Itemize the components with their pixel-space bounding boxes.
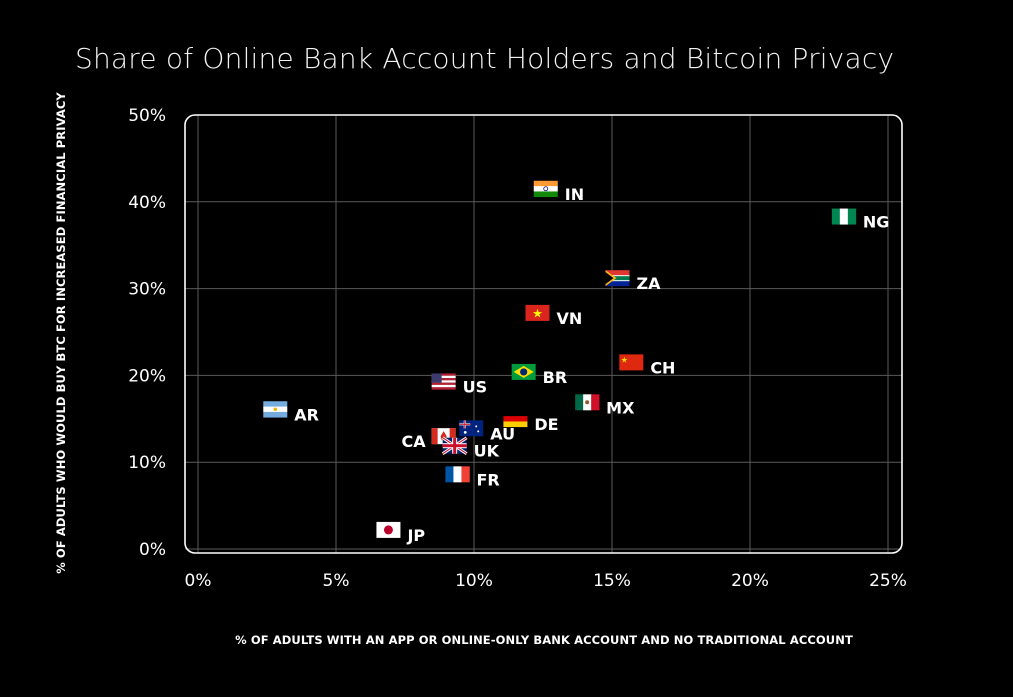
point-label: VN [556, 309, 582, 328]
y-tick-label: 20% [128, 366, 166, 386]
france-flag-icon [445, 466, 470, 483]
data-points: IN NG ZA ★ VN ★ CH BR US MX AR DE AU CA UK FR JP [263, 180, 890, 545]
south-africa-flag-icon [605, 270, 630, 287]
svg-text:★: ★ [532, 306, 543, 320]
data-point-ng: NG [831, 208, 890, 232]
y-tick-label: 50% [128, 106, 166, 126]
x-tick-label: 25% [869, 571, 907, 591]
x-axis-label: % OF ADULTS WITH AN APP OR ONLINE-ONLY B… [235, 633, 853, 647]
y-ticks: 0% 10% 20% 30% 40% 50% [128, 106, 166, 560]
uk-flag-icon [441, 436, 468, 455]
x-tick-label: 20% [731, 571, 769, 591]
brazil-flag-icon [511, 363, 536, 380]
y-tick-label: 30% [128, 280, 166, 300]
data-point-au: AU [459, 420, 515, 443]
x-tick-label: 15% [593, 571, 631, 591]
point-label: CA [402, 432, 427, 451]
point-label: UK [474, 442, 500, 461]
y-tick-label: 10% [128, 453, 166, 473]
data-point-br: BR [511, 363, 568, 387]
grid-lines [185, 115, 902, 553]
x-tick-label: 5% [323, 571, 350, 591]
point-label: AU [490, 424, 515, 443]
nigeria-flag-icon [831, 208, 857, 225]
argentina-flag-icon [263, 401, 288, 418]
data-point-uk: UK [441, 436, 500, 461]
y-tick-label: 0% [139, 540, 166, 560]
point-label: US [463, 377, 488, 396]
data-point-us: US [431, 373, 488, 396]
germany-flag-icon [503, 410, 528, 428]
japan-flag-icon [376, 521, 401, 538]
vietnam-flag-icon: ★ [525, 304, 550, 321]
data-point-jp: JP [376, 521, 425, 545]
x-tick-label: 0% [185, 571, 212, 591]
australia-flag-icon [459, 420, 484, 437]
y-tick-label: 40% [128, 193, 166, 213]
data-point-de: DE [503, 410, 559, 434]
point-label: IN [565, 185, 584, 204]
point-label: NG [863, 213, 890, 232]
data-point-ch: ★ CH [619, 354, 675, 377]
point-label: BR [543, 368, 568, 387]
mexico-flag-icon [575, 394, 600, 411]
x-ticks: 0% 5% 10% 15% 20% 25% [185, 571, 907, 591]
svg-text:★: ★ [621, 355, 628, 364]
point-label: FR [476, 470, 499, 489]
data-point-fr: FR [445, 466, 500, 489]
china-flag-icon: ★ [619, 354, 644, 371]
data-point-in: IN [533, 180, 584, 204]
usa-flag-icon [431, 373, 456, 390]
point-label: AR [294, 405, 319, 424]
point-label: DE [534, 415, 558, 434]
data-point-mx: MX [575, 394, 635, 417]
point-label: JP [406, 526, 425, 545]
chart-title: Share of Online Bank Account Holders and… [75, 42, 895, 75]
plot-frame [184, 114, 903, 554]
point-label: ZA [637, 274, 662, 293]
point-label: MX [606, 398, 635, 417]
data-point-ar: AR [263, 401, 319, 424]
point-label: CH [650, 358, 675, 377]
x-tick-label: 10% [455, 571, 493, 591]
data-point-vn: ★ VN [525, 304, 582, 328]
data-point-za: ZA [605, 270, 662, 293]
india-flag-icon [533, 180, 558, 198]
